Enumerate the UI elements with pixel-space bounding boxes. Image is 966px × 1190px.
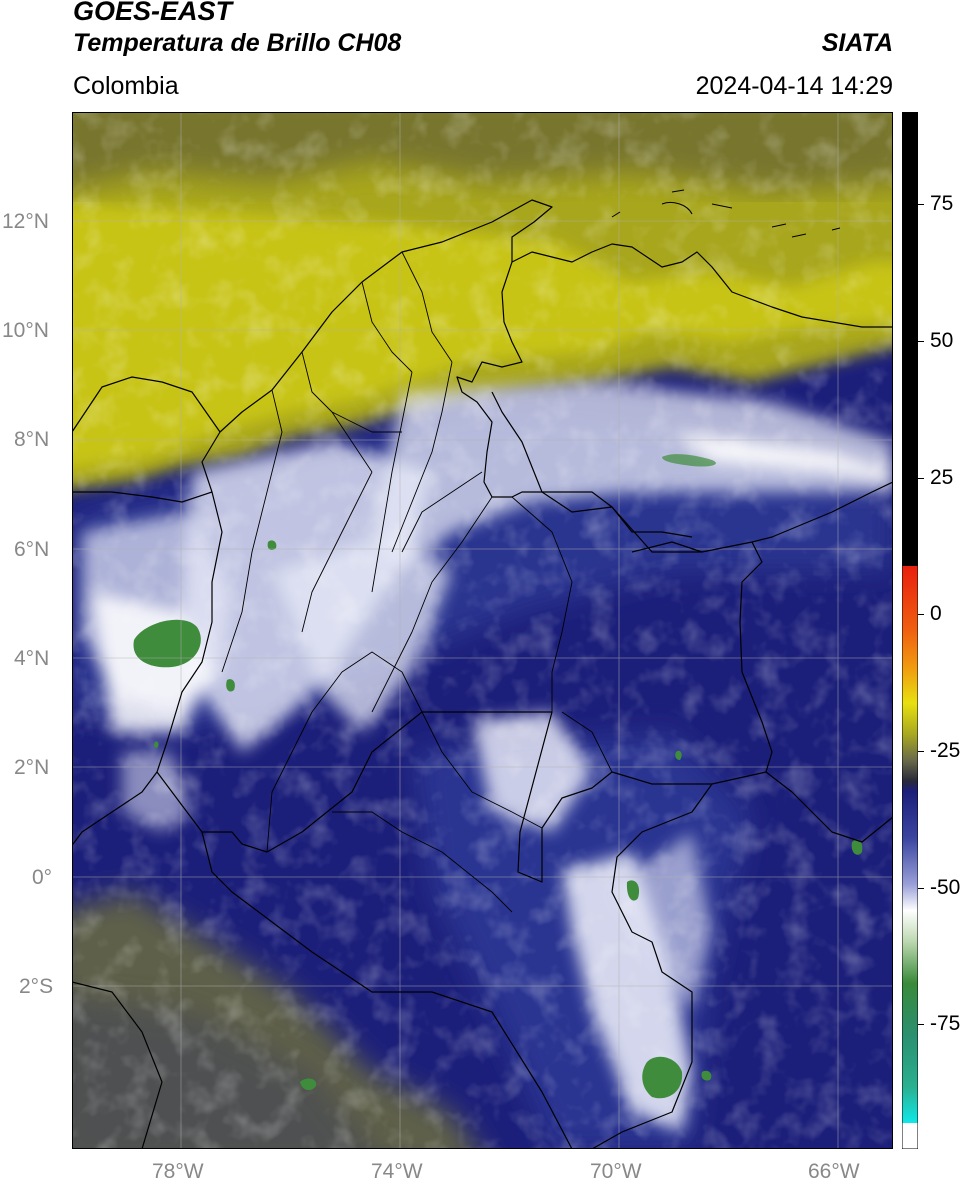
- colorbar-label-25: 25: [930, 466, 954, 489]
- lat-label-8n: 8°N: [14, 428, 50, 451]
- datetime-label: 2024-04-14 14:29: [695, 72, 893, 100]
- lat-label-4n: 4°N: [14, 647, 50, 670]
- colorbar-label-minus25: -25: [930, 739, 961, 762]
- lon-label-70w: 70°W: [590, 1160, 642, 1183]
- satellite-map: [72, 112, 893, 1149]
- venezuela-outline: [491, 243, 893, 553]
- department-borders: [221, 251, 613, 913]
- colorbar-label-50: 50: [930, 329, 954, 352]
- country-borders: [72, 189, 893, 1149]
- colorbar-label-minus75: -75: [930, 1012, 961, 1035]
- colombia-border: [156, 199, 773, 883]
- peru-ecuador-border: [72, 771, 573, 1149]
- lon-label-78w: 78°W: [152, 1160, 204, 1183]
- colorbar-label-75: 75: [930, 192, 954, 215]
- colorbar-label-0: 0: [930, 602, 942, 625]
- lat-label-0: 0°: [32, 866, 53, 889]
- lon-label-66w: 66°W: [808, 1160, 860, 1183]
- lat-label-12n: 12°N: [2, 210, 49, 233]
- brazil-border: [591, 771, 893, 1149]
- gridlines: [72, 112, 893, 1149]
- satellite-title: GOES-EAST: [73, 0, 233, 26]
- source-label: SIATA: [821, 29, 893, 57]
- lon-label-74w: 74°W: [371, 1160, 423, 1183]
- lat-label-2s: 2°S: [19, 975, 54, 998]
- caribbean-islands: [611, 189, 841, 238]
- panama-coast: [72, 376, 221, 503]
- lat-label-2n: 2°N: [14, 756, 50, 779]
- cloud-texture: [72, 112, 893, 1149]
- colorbar-label-minus50: -50: [930, 876, 961, 899]
- lat-label-10n: 10°N: [2, 319, 49, 342]
- product-title: Temperatura de Brillo CH08: [73, 29, 402, 57]
- region-label: Colombia: [73, 72, 179, 100]
- colorbar: [902, 112, 918, 1149]
- cold-cloud-tops: [133, 454, 863, 1099]
- lat-label-6n: 6°N: [14, 538, 50, 561]
